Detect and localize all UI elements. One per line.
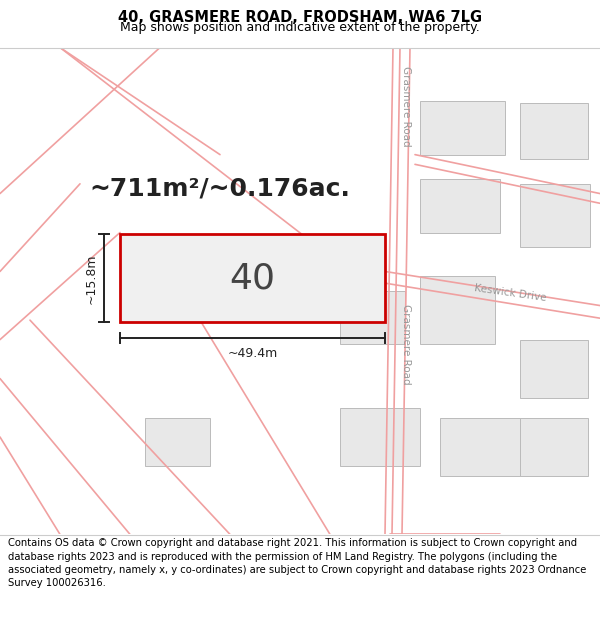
Text: Contains OS data © Crown copyright and database right 2021. This information is : Contains OS data © Crown copyright and d… xyxy=(8,538,586,588)
Bar xyxy=(420,179,500,232)
Text: Grasmere Road: Grasmere Road xyxy=(401,304,411,385)
Text: Grasmere Road: Grasmere Road xyxy=(401,66,411,146)
Text: 40, GRASMERE ROAD, FRODSHAM, WA6 7LG: 40, GRASMERE ROAD, FRODSHAM, WA6 7LG xyxy=(118,11,482,26)
Bar xyxy=(520,103,588,159)
Bar xyxy=(340,408,420,466)
Bar xyxy=(340,291,405,344)
Bar xyxy=(420,101,505,154)
Bar xyxy=(145,418,210,466)
Text: Keswick Drive: Keswick Drive xyxy=(473,283,547,303)
Bar xyxy=(420,276,495,344)
Text: ~711m²/~0.176ac.: ~711m²/~0.176ac. xyxy=(89,177,350,201)
Bar xyxy=(440,418,520,476)
Text: ~15.8m: ~15.8m xyxy=(85,253,98,304)
Text: 40: 40 xyxy=(229,261,275,295)
Bar xyxy=(520,339,588,398)
Bar xyxy=(520,184,590,247)
Polygon shape xyxy=(120,234,385,322)
Bar xyxy=(520,418,588,476)
Text: ~49.4m: ~49.4m xyxy=(227,348,278,361)
Text: Map shows position and indicative extent of the property.: Map shows position and indicative extent… xyxy=(120,21,480,34)
